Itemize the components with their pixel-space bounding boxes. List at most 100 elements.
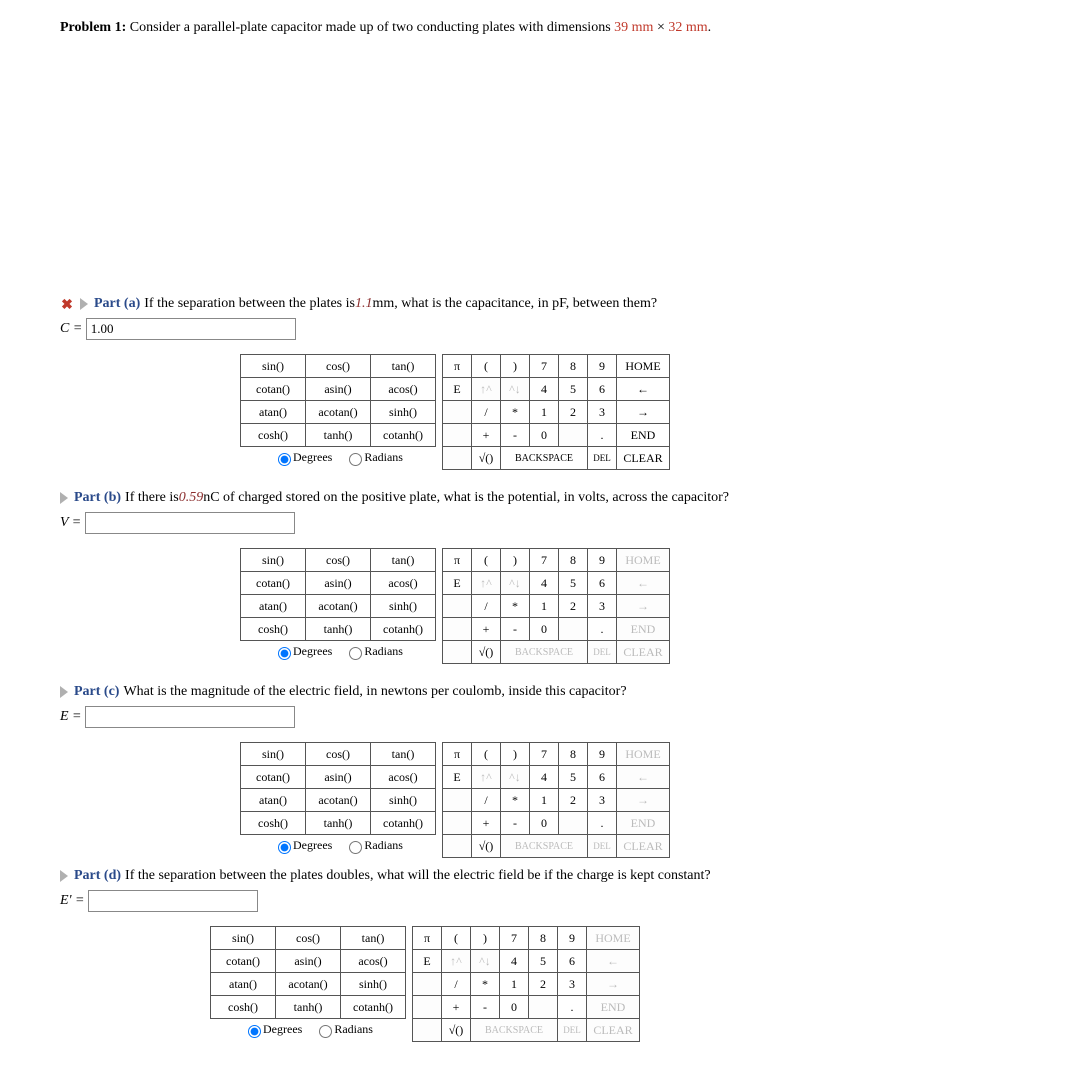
backspace-key[interactable]: BACKSPACE xyxy=(501,447,588,470)
key[interactable]: → xyxy=(617,595,670,618)
radians-radio[interactable]: Radians xyxy=(314,1022,373,1036)
key[interactable]: 2 xyxy=(559,595,588,618)
backspace-key[interactable]: BACKSPACE xyxy=(501,641,588,664)
key[interactable] xyxy=(443,401,472,424)
key[interactable]: / xyxy=(472,401,501,424)
key[interactable]: + xyxy=(472,424,501,447)
key[interactable]: END xyxy=(617,424,670,447)
key[interactable]: END xyxy=(587,996,640,1019)
fn-key[interactable]: cosh() xyxy=(241,812,306,835)
key[interactable]: 2 xyxy=(559,789,588,812)
key[interactable]: 9 xyxy=(588,355,617,378)
key[interactable]: π xyxy=(413,927,442,950)
fn-key[interactable]: cotan() xyxy=(241,572,306,595)
key[interactable]: E xyxy=(413,950,442,973)
key[interactable] xyxy=(443,789,472,812)
degrees-radio[interactable]: Degrees xyxy=(273,644,332,658)
key[interactable]: 4 xyxy=(530,378,559,401)
fn-key[interactable]: tan() xyxy=(341,927,406,950)
key[interactable]: 8 xyxy=(559,743,588,766)
fn-key[interactable]: sin() xyxy=(241,549,306,572)
fn-key[interactable]: asin() xyxy=(306,572,371,595)
key[interactable]: 3 xyxy=(558,973,587,996)
fn-key[interactable]: acos() xyxy=(371,766,436,789)
key[interactable]: 6 xyxy=(588,572,617,595)
key[interactable]: + xyxy=(442,996,471,1019)
fn-key[interactable]: acotan() xyxy=(276,973,341,996)
fn-key[interactable]: cotan() xyxy=(241,766,306,789)
key[interactable]: 6 xyxy=(588,378,617,401)
key[interactable]: 0 xyxy=(500,996,529,1019)
key[interactable]: . xyxy=(558,996,587,1019)
fn-key[interactable]: cos() xyxy=(306,355,371,378)
fn-key[interactable]: cos() xyxy=(276,927,341,950)
clear-key[interactable]: CLEAR xyxy=(587,1019,640,1042)
del-key[interactable]: DEL xyxy=(588,641,617,664)
key[interactable]: π xyxy=(443,355,472,378)
backspace-key[interactable]: BACKSPACE xyxy=(471,1019,558,1042)
key[interactable]: ( xyxy=(442,927,471,950)
fn-key[interactable]: sin() xyxy=(211,927,276,950)
key[interactable]: 0 xyxy=(530,812,559,835)
key[interactable]: 7 xyxy=(500,927,529,950)
key[interactable]: 5 xyxy=(559,378,588,401)
key[interactable]: 4 xyxy=(500,950,529,973)
key[interactable]: E xyxy=(443,378,472,401)
key[interactable]: ← xyxy=(617,572,670,595)
key[interactable]: HOME xyxy=(587,927,640,950)
key[interactable]: π xyxy=(443,743,472,766)
fn-key[interactable]: cotanh() xyxy=(371,618,436,641)
del-key[interactable]: DEL xyxy=(558,1019,587,1042)
key[interactable]: - xyxy=(471,996,500,1019)
key[interactable]: 5 xyxy=(529,950,558,973)
key[interactable]: √() xyxy=(472,835,501,858)
expand-icon[interactable] xyxy=(60,492,68,504)
degrees-radio[interactable]: Degrees xyxy=(273,450,332,464)
fn-key[interactable]: asin() xyxy=(306,766,371,789)
key[interactable]: ← xyxy=(587,950,640,973)
key[interactable]: √() xyxy=(472,641,501,664)
fn-key[interactable]: tanh() xyxy=(306,424,371,447)
degrees-radio[interactable]: Degrees xyxy=(243,1022,302,1036)
key[interactable]: END xyxy=(617,812,670,835)
fn-key[interactable]: cosh() xyxy=(211,996,276,1019)
key[interactable]: 3 xyxy=(588,789,617,812)
key[interactable]: 8 xyxy=(529,927,558,950)
key[interactable]: - xyxy=(501,618,530,641)
key[interactable]: 7 xyxy=(530,549,559,572)
key[interactable]: 2 xyxy=(529,973,558,996)
fn-key[interactable]: asin() xyxy=(276,950,341,973)
key[interactable]: + xyxy=(472,812,501,835)
key[interactable]: ) xyxy=(501,743,530,766)
expand-icon[interactable] xyxy=(80,298,88,310)
fn-key[interactable]: atan() xyxy=(241,595,306,618)
key[interactable]: 3 xyxy=(588,595,617,618)
key[interactable]: 9 xyxy=(588,549,617,572)
key[interactable]: HOME xyxy=(617,743,670,766)
key[interactable]: ( xyxy=(472,549,501,572)
key[interactable]: ( xyxy=(472,743,501,766)
key[interactable]: + xyxy=(472,618,501,641)
key[interactable] xyxy=(443,595,472,618)
fn-key[interactable]: acotan() xyxy=(306,595,371,618)
key[interactable]: * xyxy=(501,595,530,618)
key[interactable]: 7 xyxy=(530,355,559,378)
fn-key[interactable]: cos() xyxy=(306,743,371,766)
key[interactable]: √() xyxy=(472,447,501,470)
fn-key[interactable]: atan() xyxy=(211,973,276,996)
fn-key[interactable]: cotanh() xyxy=(371,424,436,447)
key[interactable]: ( xyxy=(472,355,501,378)
key[interactable]: ↑^ xyxy=(472,378,501,401)
radians-radio[interactable]: Radians xyxy=(344,838,403,852)
key[interactable]: 2 xyxy=(559,401,588,424)
expand-icon[interactable] xyxy=(60,686,68,698)
clear-key[interactable]: CLEAR xyxy=(617,447,670,470)
fn-key[interactable]: acos() xyxy=(341,950,406,973)
fn-key[interactable]: sin() xyxy=(241,355,306,378)
key[interactable]: ) xyxy=(471,927,500,950)
key[interactable]: 0 xyxy=(530,424,559,447)
key[interactable]: - xyxy=(501,812,530,835)
fn-key[interactable]: cotan() xyxy=(211,950,276,973)
fn-key[interactable]: tanh() xyxy=(306,812,371,835)
key[interactable]: 4 xyxy=(530,766,559,789)
